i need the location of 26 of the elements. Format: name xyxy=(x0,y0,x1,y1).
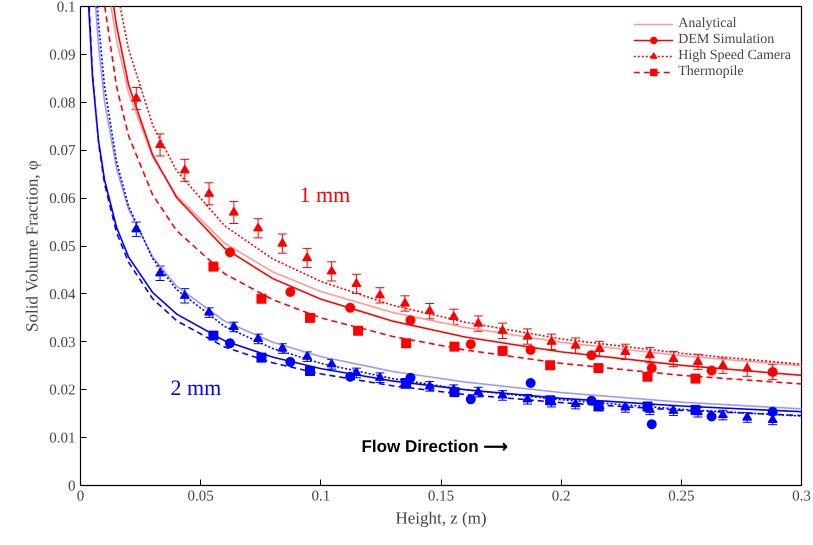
legend-label: Thermopile xyxy=(678,64,744,80)
x-axis-title: Height, z (m) xyxy=(395,508,487,528)
x-tick-label: 0.25 xyxy=(668,488,694,504)
x-tick-label: 0.2 xyxy=(552,488,571,504)
y-tick-label: 0.01 xyxy=(49,430,76,447)
y-tick-label: 0.08 xyxy=(49,95,76,112)
y-axis-title: Solid Volume Fraction, φ xyxy=(22,160,42,332)
legend-label: High Speed Camera xyxy=(678,48,791,64)
y-tick-label: 0.04 xyxy=(49,286,76,303)
y-tick-label: 0 xyxy=(68,478,76,494)
y-tick-label: 0.05 xyxy=(49,239,76,255)
y-tick-label: 0.1 xyxy=(56,0,76,16)
annotation: 1 mm xyxy=(300,182,350,207)
y-tick-label: 0.03 xyxy=(49,334,76,351)
legend-label: DEM Simulation xyxy=(678,32,774,48)
x-tick-label: 0.15 xyxy=(428,488,454,504)
y-tick-label: 0.09 xyxy=(49,47,76,64)
x-tick-label: 0.05 xyxy=(188,488,214,504)
annotation: Flow Direction ⟶ xyxy=(362,437,508,456)
y-tick-label: 0.07 xyxy=(49,143,76,160)
x-tick-label: 0.3 xyxy=(792,488,811,504)
y-tick-label: 0.02 xyxy=(49,382,76,399)
annotation: 2 mm xyxy=(170,375,222,400)
y-tick-label: 0.06 xyxy=(49,191,76,208)
x-tick-label: 0.1 xyxy=(311,488,330,504)
legend-label: Analytical xyxy=(678,16,737,32)
